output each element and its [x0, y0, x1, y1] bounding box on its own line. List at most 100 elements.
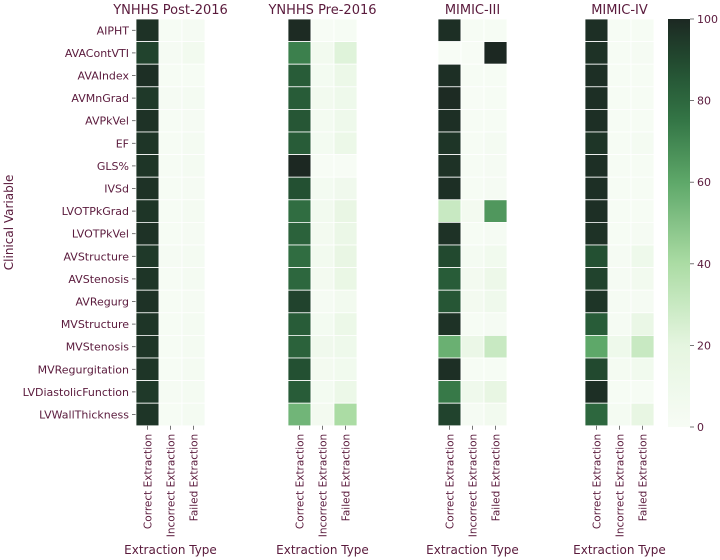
heatmap-cell	[135, 357, 160, 382]
colorbar-tick-label: 60	[697, 176, 711, 189]
heatmap-cell	[437, 244, 462, 269]
heatmap-cell	[310, 41, 335, 65]
heatmap-cell	[333, 86, 358, 110]
heatmap-cell	[287, 402, 312, 427]
panel-title: MIMIC-IV	[591, 3, 648, 18]
heatmap-cell	[460, 41, 485, 65]
heatmap-cell	[333, 402, 358, 427]
heatmap-cell	[310, 289, 335, 314]
heatmap-cell	[630, 312, 655, 336]
heatmap-cell	[158, 289, 183, 314]
heatmap-cell	[135, 109, 160, 133]
heatmap-cell	[630, 199, 655, 223]
heatmap-cell	[584, 18, 609, 43]
y-axis-label: Clinical Variable	[2, 175, 16, 271]
heatmap-cell	[584, 289, 609, 314]
x-tick-label: Incorrect Extraction	[468, 434, 480, 537]
row-label: MVRegurgitation	[38, 363, 129, 376]
heatmap-cell	[287, 63, 312, 88]
heatmap-cell	[135, 176, 160, 201]
row-label: GLS%	[97, 160, 129, 173]
heatmap-cell	[333, 312, 358, 336]
heatmap-cell	[607, 312, 632, 336]
row-label: EF	[116, 137, 129, 150]
heatmap-cell	[437, 289, 462, 314]
heatmap-cell	[135, 380, 160, 404]
heatmap-cell	[310, 199, 335, 223]
heatmap-cell	[158, 244, 183, 269]
heatmap-cell	[333, 154, 358, 178]
heatmap-cell	[460, 176, 485, 201]
x-tick-label: Failed Extraction	[341, 434, 353, 521]
heatmap-cell	[584, 334, 609, 359]
heatmap-cell	[181, 199, 206, 223]
heatmap-cell	[181, 86, 206, 110]
heatmap-cell	[584, 357, 609, 382]
heatmap-cell	[333, 357, 358, 382]
heatmap-cell	[333, 334, 358, 359]
heatmap-cell	[181, 312, 206, 336]
row-label: LVOTPkGrad	[62, 205, 129, 218]
heatmap-cell	[584, 63, 609, 88]
x-tick-label: Correct Extraction	[445, 434, 457, 529]
row-label: AVPkVel	[85, 115, 129, 128]
heatmap-cell	[310, 267, 335, 291]
heatmap-cell	[584, 244, 609, 269]
heatmap-cell	[630, 41, 655, 65]
heatmap-cell	[181, 221, 206, 246]
heatmap-cell	[584, 380, 609, 404]
heatmap-cell	[158, 41, 183, 65]
heatmap-cell	[483, 221, 508, 246]
heatmap-cell	[607, 289, 632, 314]
heatmap-cell	[333, 289, 358, 314]
heatmap-cell	[437, 86, 462, 110]
heatmap-cell	[135, 221, 160, 246]
heatmap-cell	[630, 109, 655, 133]
panel-title: YNHHS Pre-2016	[267, 3, 376, 18]
heatmap-cell	[584, 109, 609, 133]
heatmap-cell	[287, 334, 312, 359]
colorbar-tick-label: 0	[697, 421, 704, 434]
heatmap-cell	[181, 334, 206, 359]
x-tick-label: Failed Extraction	[189, 434, 201, 521]
row-label: AVRegurg	[75, 296, 129, 309]
heatmap-cell	[333, 221, 358, 246]
heatmap-cell	[483, 357, 508, 382]
heatmap-cell	[630, 154, 655, 178]
heatmap-cell	[483, 176, 508, 201]
heatmap-cell	[584, 312, 609, 336]
heatmap-cell	[630, 244, 655, 269]
heatmap-cell	[437, 221, 462, 246]
heatmap-cell	[460, 289, 485, 314]
heatmap-cell	[607, 109, 632, 133]
heatmap-cell	[483, 63, 508, 88]
heatmap-cell	[158, 267, 183, 291]
heatmap-cell	[135, 334, 160, 359]
row-label: AVAContVTI	[65, 47, 129, 60]
heatmap-cell	[584, 86, 609, 110]
heatmap-cell	[630, 221, 655, 246]
heatmap-cell	[584, 154, 609, 178]
colorbar-tick-label: 100	[697, 13, 718, 26]
row-label: AVStructure	[63, 250, 129, 263]
heatmap-cell	[181, 289, 206, 314]
heatmap-cell	[584, 267, 609, 291]
heatmap-cell	[460, 154, 485, 178]
heatmap-cell	[287, 131, 312, 156]
heatmap-cell	[158, 312, 183, 336]
heatmap-cell	[437, 334, 462, 359]
heatmap-cell	[460, 244, 485, 269]
heatmap-cell	[310, 357, 335, 382]
heatmap-cell	[607, 176, 632, 201]
heatmap-cell	[607, 402, 632, 427]
heatmap-cell	[333, 244, 358, 269]
heatmap-cell	[181, 267, 206, 291]
panel-title: YNHHS Post-2016	[112, 3, 228, 18]
heatmap-cell	[460, 199, 485, 223]
heatmap-cell	[333, 267, 358, 291]
heatmap-cell	[135, 86, 160, 110]
heatmap-cell	[287, 86, 312, 110]
heatmap-cell	[630, 289, 655, 314]
heatmap-cell	[630, 334, 655, 359]
